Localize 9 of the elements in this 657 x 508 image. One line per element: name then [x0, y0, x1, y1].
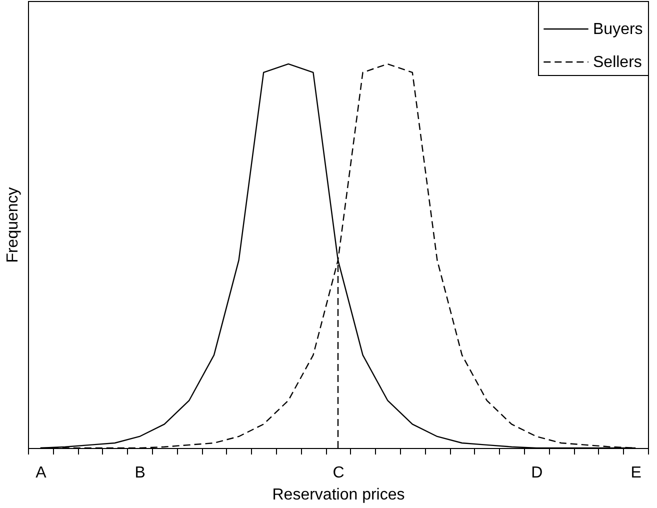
legend-label: Buyers [593, 21, 643, 38]
x-tick-label: B [134, 464, 146, 482]
x-axis-title: Reservation prices [272, 486, 405, 504]
y-axis-title: Frequency [4, 187, 22, 263]
x-tick-label: A [36, 464, 47, 482]
x-tick-label: C [332, 464, 344, 482]
x-tick-label: D [531, 464, 543, 482]
x-tick-label: E [630, 464, 642, 482]
legend-label: Sellers [593, 54, 642, 71]
